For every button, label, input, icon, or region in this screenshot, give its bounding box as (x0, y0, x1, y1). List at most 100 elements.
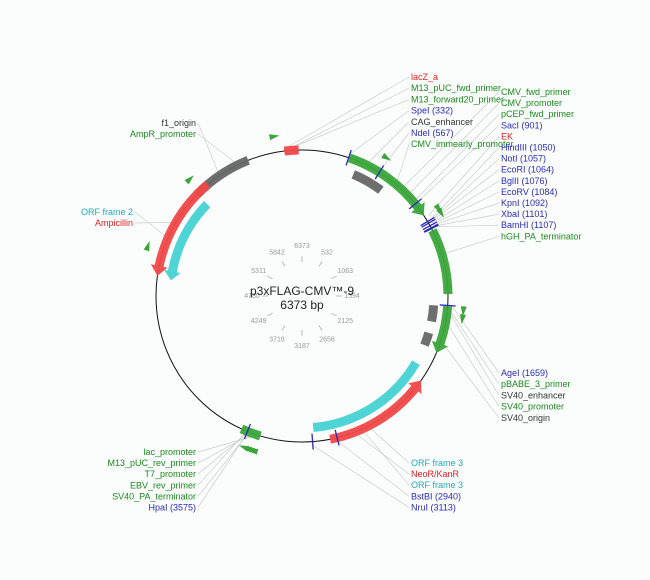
restriction-sites (243, 149, 456, 450)
feature-label: EcoRV (1084) (501, 187, 557, 197)
site-mark (423, 223, 439, 233)
tick-label: 5842 (269, 250, 285, 257)
site-mark (311, 433, 314, 450)
feature-label: ORF frame 3 (411, 458, 463, 468)
tick-label: 1594 (344, 293, 360, 300)
label-leader (197, 435, 249, 464)
feature-hgh-pa-terminator (428, 228, 453, 295)
feature-label: SV40_origin (501, 413, 550, 423)
label-leader (443, 344, 500, 419)
label-leader (433, 202, 500, 226)
feature-cmv-promoter (347, 153, 425, 216)
feature-label: Ampicillin (95, 218, 133, 228)
label-leader (370, 428, 410, 464)
tick-label: 4780 (244, 293, 260, 300)
tick-mark (318, 325, 323, 331)
primer-arrow (184, 175, 194, 185)
primer-arrow (460, 313, 466, 325)
label-leader (434, 213, 500, 227)
feature-label: SV40_PA_terminator (112, 491, 196, 501)
plasmid-name: p3xFLAG-CMV™-9 (250, 284, 354, 298)
tick-label: 6373 (294, 243, 310, 250)
tick-label: 1063 (338, 268, 354, 275)
label-leader (445, 235, 500, 254)
feature-label: ORF frame 3 (411, 480, 463, 490)
feature-label: CMV_immearly_promoter (411, 139, 514, 149)
primer-arrow (381, 152, 392, 161)
feature-label: EcoRI (1064) (501, 165, 554, 175)
label-leader (431, 169, 500, 222)
label-leader (432, 180, 500, 224)
tick-mark (281, 261, 286, 267)
feature-label: CMV_promoter (501, 98, 562, 108)
feature-sv40-origin (420, 331, 434, 347)
tick-mark (331, 275, 337, 280)
tick-label: 4249 (251, 318, 267, 325)
feature-label: CAG_enhancer (411, 117, 473, 127)
feature-label: BamHI (1107) (501, 220, 556, 230)
label-leader (450, 314, 500, 396)
label-leader (312, 445, 410, 508)
label-leader (451, 305, 500, 374)
label-leader (430, 147, 500, 220)
feature-label: HpaI (3575) (148, 503, 196, 513)
feature-orf-frame-3 (312, 360, 420, 433)
feature-label: HindIII (1050) (501, 143, 556, 153)
feature-label: ORF frame 2 (81, 207, 133, 217)
feature-label: f1_origin (161, 118, 196, 128)
feature-orf-frame-2 (163, 201, 211, 281)
feature-label: SpeI (332) (411, 106, 453, 116)
tick-label: 3187 (294, 343, 310, 350)
primer-arrow (143, 240, 150, 252)
label-leader (368, 121, 410, 163)
label-leader (428, 136, 500, 216)
tick-label: 2125 (338, 318, 354, 325)
feature-label: XbaI (1101) (501, 209, 547, 219)
feature-label: BglII (1076) (501, 176, 548, 186)
label-leader (418, 125, 500, 202)
label-leader (288, 76, 410, 147)
label-leader (197, 435, 247, 497)
feature-lacz-a (283, 145, 299, 156)
label-leader (450, 311, 500, 385)
feature-sv40-enhancer (427, 305, 439, 323)
feature-label: SV40_enhancer (501, 390, 566, 400)
feature-label: lacZ_a (411, 72, 438, 82)
site-mark (334, 429, 340, 446)
feature-label: M13_pUC_fwd_primer (411, 83, 501, 93)
label-leader (134, 222, 172, 224)
label-leader (349, 110, 410, 155)
label-leader (197, 434, 245, 486)
tick-label: 2656 (319, 336, 335, 343)
feature-labels: lacZ_aM13_pUC_fwd_primerM13_forward20_pr… (81, 72, 581, 513)
label-leader (416, 113, 500, 200)
feature-label: BstBI (2940) (411, 491, 461, 501)
feature-label: M13_forward20_primer (411, 94, 504, 104)
tick-mark (331, 312, 337, 317)
feature-cmv-enhancer (351, 170, 384, 194)
label-leader (294, 87, 410, 147)
label-leader (197, 133, 235, 163)
site-mark (243, 423, 252, 440)
feature-label: SV40_promoter (501, 402, 564, 412)
site-mark (374, 165, 385, 180)
plasmid-size: 6373 bp (280, 298, 324, 312)
feature-sv40-promoter (431, 306, 453, 353)
feature-neor-kanr (329, 380, 422, 444)
feature-label: lac_promoter (143, 447, 196, 457)
feature-label: pBABE_3_primer (501, 379, 571, 389)
site-mark (345, 149, 352, 166)
primer-arrow (269, 134, 280, 141)
tick-mark (267, 312, 273, 317)
feature-label: EK (501, 131, 513, 141)
feature-label: NdeI (567) (411, 128, 454, 138)
feature-label: EBV_rev_primer (130, 480, 196, 490)
plasmid-backbone (155, 149, 449, 443)
label-leader (410, 102, 500, 193)
site-mark (420, 216, 435, 227)
feature-label: KpnI (1092) (501, 198, 548, 208)
feature-label: AgeI (1659) (501, 368, 548, 378)
label-leaders (134, 76, 500, 508)
label-leader (403, 91, 500, 187)
site-mark (421, 218, 436, 228)
